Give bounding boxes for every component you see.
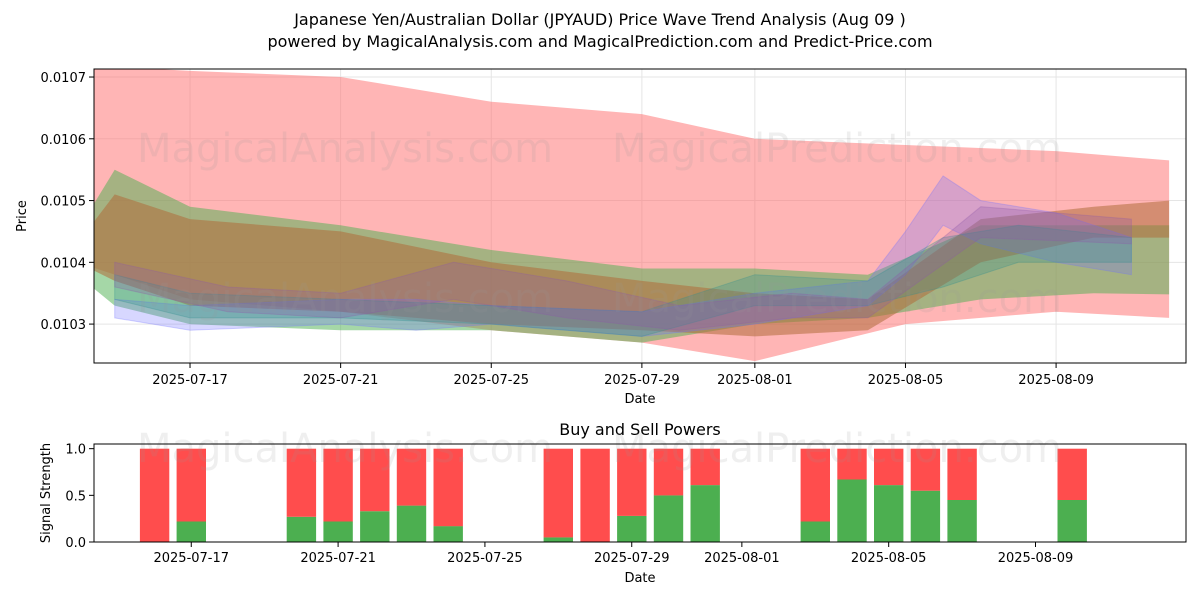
price-y-tick-label: 0.0105 xyxy=(41,195,87,210)
price-x-ticks: 2025-07-17 2025-07-21 2025-07-25 2025-07-29… xyxy=(152,363,1094,388)
watermark-top-right: MagicalPrediction.com xyxy=(612,126,1062,172)
sell-bar xyxy=(360,448,390,512)
sell-bar xyxy=(1057,448,1087,500)
price-y-axis-label: Price xyxy=(15,200,30,232)
watermark-bottom-left: MagicalAnalysis.com xyxy=(137,426,553,472)
buy-bar xyxy=(433,526,463,542)
signal-x-tick-label: 2025-08-01 xyxy=(704,551,780,566)
watermark-mid-right: MagicalPrediction.com xyxy=(612,276,1062,322)
sell-bar xyxy=(543,448,573,538)
sell-bar xyxy=(800,448,830,522)
sell-bar xyxy=(617,448,647,516)
sell-bar xyxy=(323,448,353,522)
signal-x-tick-label: 2025-08-05 xyxy=(851,551,927,566)
signal-x-tick-label: 2025-07-29 xyxy=(594,551,670,566)
signal-x-axis-label: Date xyxy=(624,571,655,586)
buy-bar xyxy=(800,521,830,542)
buy-bar xyxy=(837,479,867,542)
buy-bar xyxy=(910,490,941,542)
chart-title-line2: powered by MagicalAnalysis.com and Magic… xyxy=(267,32,932,51)
signal-x-ticks: 2025-07-17 2025-07-21 2025-07-25 2025-07-29… xyxy=(153,542,1073,566)
signal-chart-title: Buy and Sell Powers xyxy=(559,420,721,439)
sell-bar xyxy=(653,448,684,496)
signal-x-tick-label: 2025-07-21 xyxy=(300,551,376,566)
signal-y-tick-label: 1.0 xyxy=(65,443,86,458)
watermark-top-left: MagicalAnalysis.com xyxy=(137,126,553,172)
signal-y-tick-label: 0.5 xyxy=(65,489,86,504)
signal-y-axis-label: Signal Strength xyxy=(39,443,54,543)
price-bands xyxy=(94,69,1170,362)
buy-bar xyxy=(617,515,647,542)
price-x-tick-label: 2025-08-05 xyxy=(868,373,944,388)
price-x-tick-label: 2025-08-01 xyxy=(717,373,793,388)
price-waves xyxy=(114,175,1132,337)
price-x-tick-label: 2025-07-29 xyxy=(604,373,680,388)
buy-bar xyxy=(360,511,390,542)
signal-x-tick-label: 2025-07-17 xyxy=(153,551,229,566)
signal-y-tick-label: 0.0 xyxy=(65,536,86,551)
price-wave-purple xyxy=(114,206,1132,331)
sell-bar xyxy=(874,448,904,486)
price-x-axis-label: Date xyxy=(624,392,655,407)
sell-bar xyxy=(286,448,317,517)
price-y-tick-label: 0.0104 xyxy=(41,256,87,271)
sell-bar xyxy=(433,448,463,527)
signal-chart: Buy and Sell Powers MagicalAnalysis.com … xyxy=(39,420,1187,586)
watermark-bottom-right: MagicalPrediction.com xyxy=(612,426,1062,472)
price-wave-blue xyxy=(114,175,1132,337)
buy-bar xyxy=(874,485,904,542)
price-y-tick-label: 0.0106 xyxy=(41,133,87,148)
sell-bar xyxy=(139,448,170,542)
price-band-brown xyxy=(94,194,1170,337)
price-chart: MagicalAnalysis.com MagicalPrediction.co… xyxy=(15,68,1187,407)
price-y-ticks: 0.0103 0.0104 0.0105 0.0106 0.0107 xyxy=(41,71,94,333)
buy-bar xyxy=(690,485,720,542)
price-plot-frame xyxy=(93,68,1187,364)
buy-bar xyxy=(653,495,684,542)
sell-bar xyxy=(837,448,867,480)
buy-bar xyxy=(323,521,353,542)
signal-x-tick-label: 2025-07-25 xyxy=(447,551,523,566)
buy-bar xyxy=(543,537,573,542)
price-x-tick-label: 2025-07-25 xyxy=(453,373,529,388)
sell-bar xyxy=(910,448,941,491)
buy-bar xyxy=(1057,500,1087,542)
price-wave-teal xyxy=(114,224,1132,337)
chart-title-line1: Japanese Yen/Australian Dollar (JPYAUD) … xyxy=(293,10,906,29)
watermark-mid-left: MagicalAnalysis.com xyxy=(137,276,553,322)
buy-bar xyxy=(396,505,427,542)
sell-bar xyxy=(690,448,720,486)
buy-bar xyxy=(947,500,977,542)
price-y-tick-label: 0.0107 xyxy=(41,71,87,86)
price-x-tick-label: 2025-08-09 xyxy=(1018,373,1094,388)
buy-bar xyxy=(286,516,317,542)
signal-bars xyxy=(139,448,1087,542)
price-x-tick-label: 2025-07-17 xyxy=(152,373,228,388)
signal-x-tick-label: 2025-08-09 xyxy=(998,551,1074,566)
sell-bar xyxy=(947,448,977,500)
signal-y-ticks: 0.0 0.5 1.0 xyxy=(65,443,94,551)
price-x-tick-label: 2025-07-21 xyxy=(303,373,379,388)
price-y-tick-label: 0.0103 xyxy=(41,318,87,333)
buy-bar xyxy=(176,521,206,542)
sell-bar xyxy=(176,448,206,522)
sell-bar xyxy=(396,448,427,506)
sell-bar xyxy=(580,448,610,542)
signal-plot-frame xyxy=(93,443,1187,543)
